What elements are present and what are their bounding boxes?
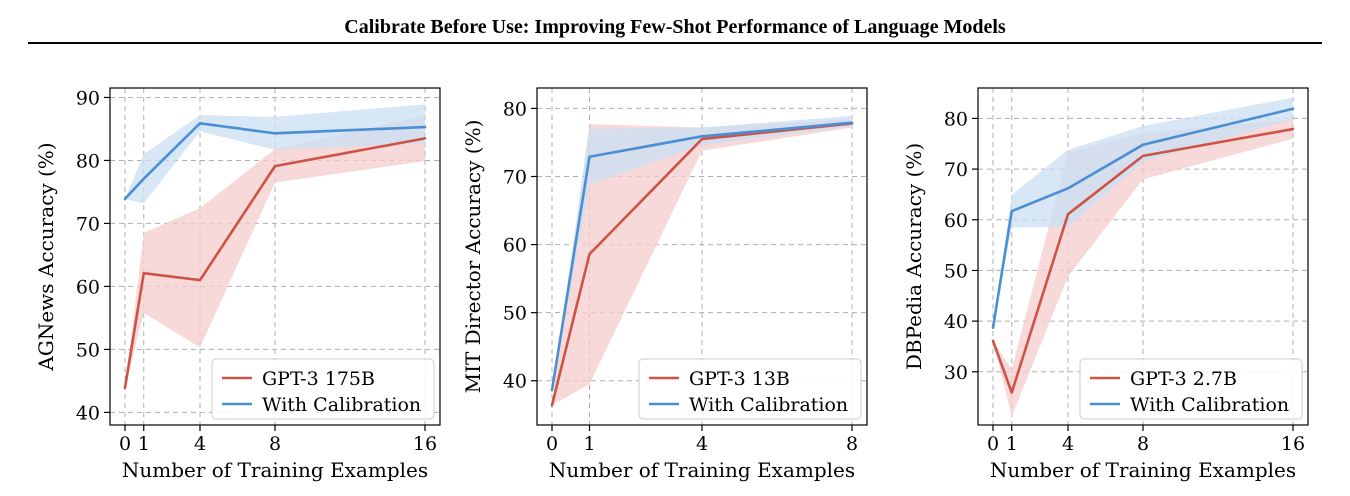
header-rule [28,42,1322,44]
y-tick-label: 50 [503,303,527,325]
y-tick-label: 70 [503,167,527,189]
legend-label-calibration: With Calibration [689,394,848,416]
x-tick-label: 1 [1006,433,1018,455]
series-line-baseline [991,127,1295,394]
legend: GPT-3 175B With Calibration [211,358,435,420]
x-tick-label: 1 [138,433,150,455]
series-line-baseline [123,137,427,390]
legend-label-calibration: With Calibration [262,394,421,416]
y-tick-label: 60 [944,210,968,232]
series-line-calibration [123,121,427,201]
x-tick-label: 0 [546,433,558,455]
legend-label-baseline: GPT-3 2.7B [1130,368,1237,390]
y-tick-label: 30 [944,362,968,384]
confidence-band-baseline [552,119,852,406]
y-tick-label: 40 [944,311,968,333]
legend-label-baseline: GPT-3 13B [689,368,790,390]
legend-box [211,358,435,420]
y-tick-label: 60 [503,235,527,257]
series-line-baseline [550,122,854,407]
y-tick-label: 50 [76,339,100,361]
x-tick-label: 1 [583,433,595,455]
x-axis-label: Number of Training Examples [549,458,855,482]
x-tick-label: 8 [269,433,281,455]
legend: GPT-3 13B With Calibration [638,358,862,420]
paper-title: Calibrate Before Use: Improving Few-Shot… [344,16,1006,38]
x-tick-label: 4 [194,433,206,455]
y-tick-label: 90 [76,87,100,109]
x-tick-label: 0 [987,433,999,455]
confidence-band-calibration [993,97,1293,328]
y-tick-label: 40 [503,371,527,393]
legend-label-calibration: With Calibration [1130,394,1289,416]
legend-label-baseline: GPT-3 175B [262,368,375,390]
y-tick-label: 50 [944,260,968,282]
x-tick-label: 0 [119,433,131,455]
x-tick-label: 8 [846,433,858,455]
series-line-calibration [550,121,854,392]
x-tick-label: 16 [1281,433,1305,455]
legend-box [638,358,862,420]
y-tick-label: 60 [76,276,100,298]
y-tick-label: 80 [76,150,100,172]
y-axis-label: AGNews Accuracy (%) [34,142,58,371]
y-axis-label: DBPedia Accuracy (%) [902,143,926,370]
series-line-calibration [991,107,1295,330]
chart-panel-2: 0 1 4 8 40 50 60 70 80 Number of Training Example… [461,87,868,482]
chart-panel-3: 0 1 4 8 16 30 40 50 60 70 80 Number of Training Exa… [902,87,1309,482]
y-tick-label: 80 [944,108,968,130]
y-axis-label: MIT Director Accuracy (%) [461,120,485,394]
x-tick-label: 16 [413,433,437,455]
x-tick-label: 8 [1137,433,1149,455]
y-tick-label: 40 [76,402,100,424]
x-axis-label: Number of Training Examples [122,458,428,482]
legend-box [1079,358,1303,420]
legend: GPT-3 2.7B With Calibration [1079,358,1303,420]
y-tick-label: 80 [503,98,527,120]
confidence-band-baseline [125,115,425,388]
chart-panel-1: 0 1 4 8 16 40 50 60 70 80 90 Number of Training Exa… [34,87,441,482]
x-axis-label: Number of Training Examples [990,458,1296,482]
y-tick-label: 70 [944,159,968,181]
x-tick-label: 4 [1062,433,1074,455]
y-tick-label: 70 [76,213,100,235]
x-tick-label: 4 [696,433,708,455]
paper-header: Calibrate Before Use: Improving Few-Shot… [28,0,1322,44]
